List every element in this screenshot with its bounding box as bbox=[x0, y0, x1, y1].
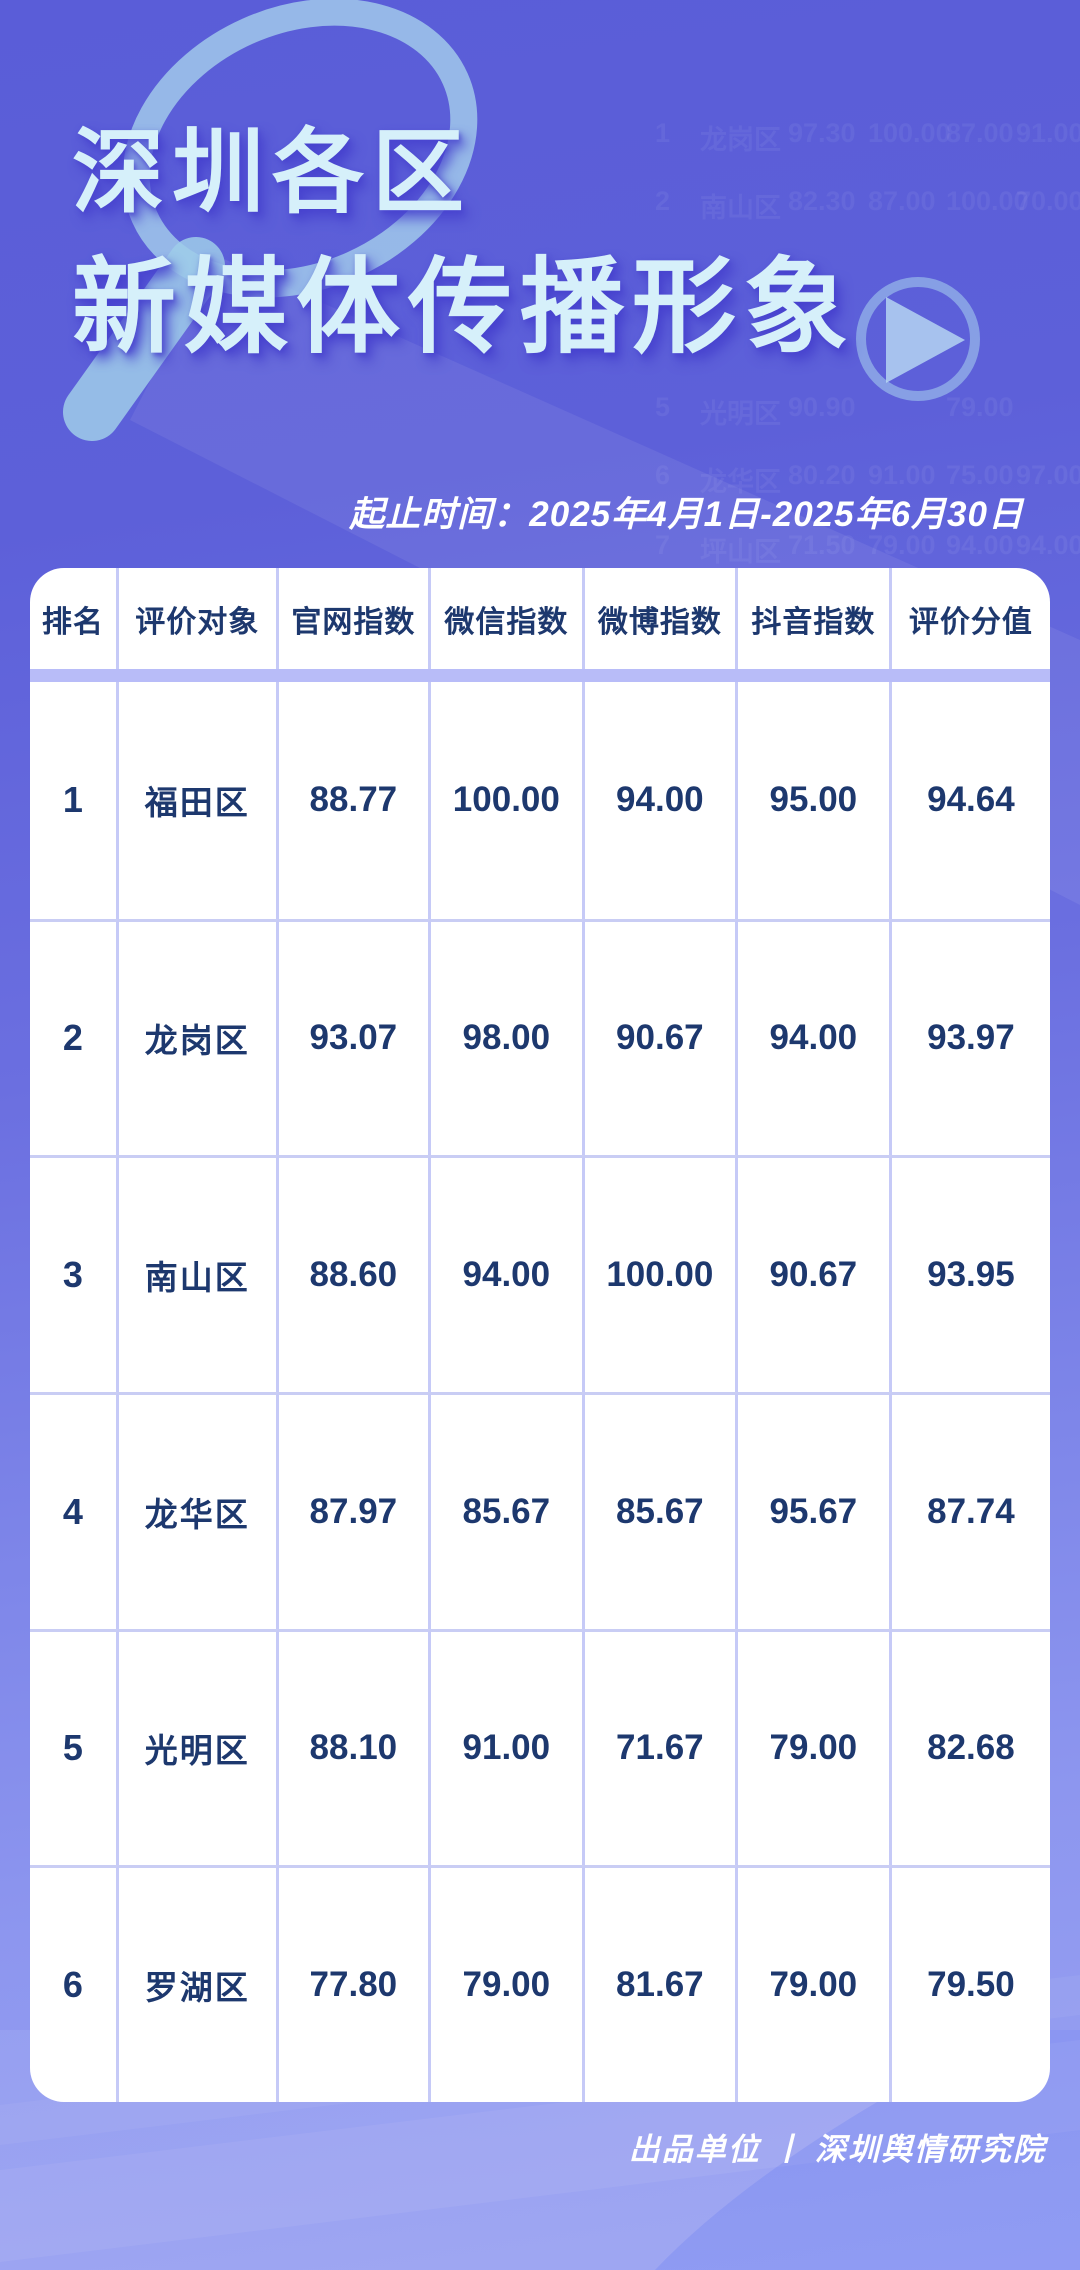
score-cell: 82.68 bbox=[891, 1628, 1050, 1866]
score-cell: 87.97 bbox=[278, 1392, 431, 1629]
ghost-cell: 94.00 bbox=[1016, 530, 1080, 560]
ghost-cell: 70.00 bbox=[1016, 186, 1080, 216]
score-cell: 94.00 bbox=[737, 918, 892, 1156]
page-title-line2: 新媒体传播形象 bbox=[72, 250, 857, 366]
score-cell: 79.00 bbox=[737, 1865, 892, 2102]
rank-cell: 2 bbox=[30, 918, 119, 1156]
rank-cell: 1 bbox=[30, 682, 119, 919]
column-header: 排名 bbox=[30, 568, 119, 669]
page-title-line1: 深圳各区 bbox=[72, 122, 473, 224]
date-range-label: 起止时间：2025年4月1日-2025年6月30日 bbox=[349, 495, 1024, 534]
rank-cell: 3 bbox=[30, 1155, 119, 1392]
score-cell: 79.00 bbox=[737, 1628, 892, 1866]
rank-cell: 6 bbox=[30, 1865, 119, 2102]
score-cell: 79.50 bbox=[891, 1865, 1050, 2102]
ghost-cell: 87.00 bbox=[946, 118, 1014, 148]
score-cell: 88.60 bbox=[278, 1155, 431, 1392]
column-header: 评价分值 bbox=[908, 605, 1033, 639]
column-header: 微博指数 bbox=[585, 568, 738, 669]
score-cell: 94.00 bbox=[430, 1155, 585, 1392]
ghost-cell: 南山区 bbox=[700, 193, 781, 223]
ghost-cell: 97.00 bbox=[1016, 460, 1080, 490]
score-cell: 100.00 bbox=[584, 1155, 738, 1392]
district-cell: 南山区 bbox=[118, 1155, 279, 1392]
ghost-cell: 87.00 bbox=[868, 186, 936, 216]
ghost-cell: 97.30 bbox=[788, 118, 856, 148]
column-header: 官网指数 bbox=[279, 568, 431, 669]
table-body: 1 福田区 88.77 100.00 94.00 95.00 94.64 2 龙岗区 93.07 9… bbox=[30, 682, 1050, 2102]
ghost-cell: 龙岗区 bbox=[700, 125, 781, 155]
score-cell: 85.67 bbox=[584, 1392, 738, 1629]
score-cell: 95.00 bbox=[738, 682, 892, 919]
district-cell: 光明区 bbox=[118, 1628, 279, 1866]
ghost-cell: 光明区 bbox=[700, 399, 781, 429]
ghost-cell: 90.90 bbox=[788, 392, 856, 422]
header-divider-band bbox=[30, 669, 1050, 682]
footer-credit: 出品单位 丨 深圳舆情研究院 bbox=[628, 2132, 1046, 2167]
district-cell: 福田区 bbox=[119, 682, 279, 919]
score-cell: 93.07 bbox=[278, 918, 431, 1156]
ghost-cell: 79.00 bbox=[946, 392, 1014, 422]
score-cell: 81.67 bbox=[584, 1865, 738, 2102]
column-header: 抖音指数 bbox=[738, 568, 892, 669]
score-cell: 90.67 bbox=[737, 1155, 892, 1392]
district-cell: 龙岗区 bbox=[118, 918, 279, 1156]
score-cell: 79.00 bbox=[430, 1865, 585, 2102]
score-cell: 85.67 bbox=[430, 1392, 585, 1629]
play-icon bbox=[856, 277, 980, 401]
rank-cell: 4 bbox=[30, 1392, 119, 1629]
score-cell: 94.00 bbox=[585, 682, 738, 919]
ghost-cell: 100.00 bbox=[868, 118, 951, 148]
score-cell: 91.00 bbox=[430, 1628, 585, 1866]
score-cell: 88.77 bbox=[279, 682, 431, 919]
district-cell: 龙华区 bbox=[118, 1392, 279, 1629]
score-cell: 88.10 bbox=[278, 1628, 431, 1866]
column-header: 评价对象 bbox=[119, 568, 279, 669]
ghost-cell: 91.00 bbox=[1016, 118, 1080, 148]
column-header: 微信指数 bbox=[431, 568, 585, 669]
score-cell: 100.00 bbox=[431, 682, 585, 919]
score-cell: 95.67 bbox=[737, 1392, 892, 1629]
ghost-cell: 82.30 bbox=[788, 186, 856, 216]
score-cell: 71.67 bbox=[584, 1628, 738, 1866]
ghost-cell: 1 bbox=[655, 118, 671, 148]
ghost-cell: 100.00 bbox=[946, 186, 1029, 216]
score-cell: 94.64 bbox=[927, 780, 1015, 820]
district-cell: 罗湖区 bbox=[118, 1865, 279, 2102]
table-header-row: 排名 评价对象 官网指数 微信指数 微博指数 抖音指数 评价分值 bbox=[30, 568, 1050, 669]
ranking-table: 排名 评价对象 官网指数 微信指数 微博指数 抖音指数 评价分值 1 福田区 88.77 100.… bbox=[30, 568, 1050, 2102]
score-cell: 93.97 bbox=[891, 918, 1050, 1156]
score-cell: 87.74 bbox=[891, 1392, 1050, 1629]
rank-cell: 5 bbox=[30, 1628, 119, 1866]
ghost-cell: 2 bbox=[655, 186, 671, 216]
score-cell: 90.67 bbox=[584, 918, 738, 1156]
ghost-cell: 5 bbox=[655, 392, 671, 422]
score-cell: 77.80 bbox=[278, 1865, 431, 2102]
score-cell: 98.00 bbox=[430, 918, 585, 1156]
score-cell: 93.95 bbox=[891, 1155, 1050, 1392]
